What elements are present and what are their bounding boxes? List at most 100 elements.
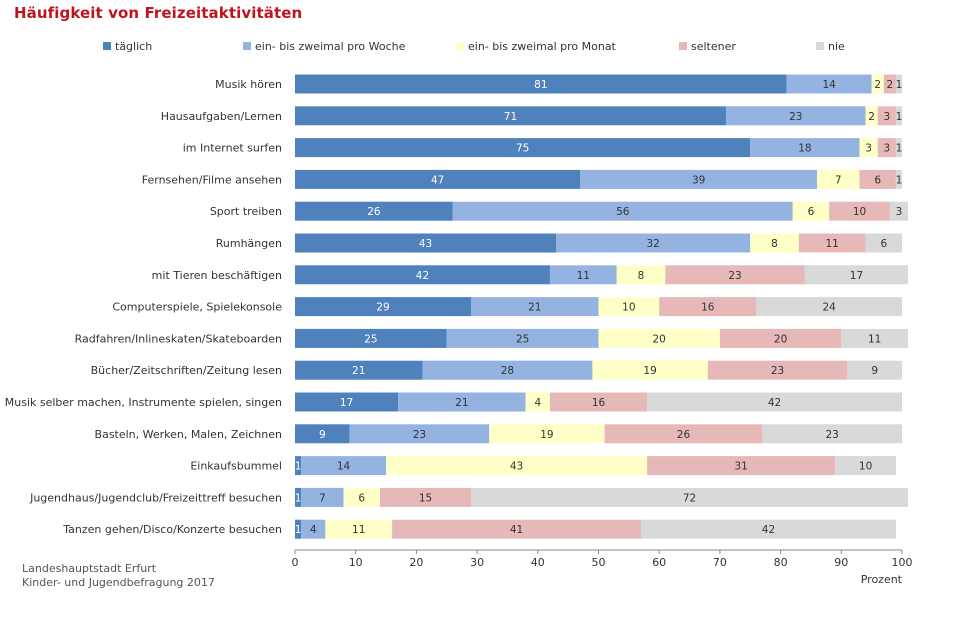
- data-label: 72: [683, 492, 696, 504]
- bar-segment-nie: [895, 74, 902, 94]
- category-label: Tanzen gehen/Disco/Konzerte besuchen: [62, 523, 282, 536]
- x-tick-label: 70: [713, 556, 727, 569]
- bar-segment-nie: [865, 233, 902, 253]
- x-tick-label: 100: [892, 556, 913, 569]
- bar-segment-ein-bis-zweimal-pro-woche: [422, 360, 593, 380]
- bar-segment-nie: [847, 360, 902, 380]
- bar-segment-ein-bis-zweimal-pro-monat: [817, 169, 860, 189]
- bar-segment-seltener: [392, 519, 641, 539]
- data-label: 19: [540, 429, 553, 441]
- data-label: 4: [534, 397, 541, 409]
- data-label: 41: [510, 524, 523, 536]
- bar-segment-seltener: [379, 487, 472, 507]
- bar-segment-nie: [640, 519, 896, 539]
- bar-segment-täglich: [295, 456, 302, 476]
- bar-segment-täglich: [295, 392, 399, 412]
- bar-segment-ein-bis-zweimal-pro-monat: [750, 233, 799, 253]
- data-label: 2: [887, 79, 894, 91]
- bar-segment-nie: [895, 169, 902, 189]
- bar-segment-ein-bis-zweimal-pro-woche: [580, 169, 818, 189]
- data-label: 21: [455, 397, 468, 409]
- data-label: 25: [516, 333, 529, 345]
- legend-swatch-ein-bis-zweimal-pro-monat: [456, 42, 464, 50]
- bar-segment-seltener: [659, 297, 757, 317]
- category-label: Rumhängen: [216, 237, 282, 250]
- data-label: 1: [896, 143, 903, 155]
- bar-segment-seltener: [549, 392, 648, 412]
- data-label: 10: [853, 206, 866, 218]
- data-label: 56: [616, 206, 630, 218]
- data-label: 16: [701, 302, 715, 314]
- bar-segment-ein-bis-zweimal-pro-monat: [343, 487, 380, 507]
- legend-label-nie: nie: [828, 40, 845, 53]
- data-label: 23: [413, 429, 426, 441]
- data-label: 17: [340, 397, 353, 409]
- data-label: 10: [622, 302, 635, 314]
- bar-segment-nie: [895, 138, 902, 158]
- data-label: 19: [643, 365, 656, 377]
- data-label: 20: [774, 333, 787, 345]
- data-label: 23: [771, 365, 784, 377]
- bar-segment-seltener: [647, 456, 836, 476]
- bar-segment-seltener: [798, 233, 866, 253]
- data-label: 11: [352, 524, 365, 536]
- x-tick-label: 90: [834, 556, 848, 569]
- bar-segment-ein-bis-zweimal-pro-woche: [301, 487, 344, 507]
- data-label: 3: [883, 143, 890, 155]
- x-tick-label: 50: [592, 556, 606, 569]
- bar-segment-ein-bis-zweimal-pro-monat: [386, 456, 648, 476]
- data-label: 9: [319, 429, 326, 441]
- category-label: Bücher/Zeitschriften/Zeitung lesen: [91, 364, 282, 377]
- data-label: 3: [883, 111, 890, 123]
- data-label: 20: [653, 333, 666, 345]
- data-label: 4: [310, 524, 317, 536]
- bar-segment-ein-bis-zweimal-pro-woche: [301, 456, 387, 476]
- source-note: Landeshauptstadt Erfurt Kinder- und Juge…: [22, 562, 215, 590]
- data-label: 6: [874, 174, 881, 186]
- bar-segment-täglich: [295, 265, 550, 285]
- bar-segment-täglich: [295, 328, 447, 348]
- legend-swatch-täglich: [103, 42, 111, 50]
- category-label: mit Tieren beschäftigen: [152, 269, 282, 282]
- legend-label-täglich: täglich: [115, 40, 152, 53]
- data-label: 1: [295, 461, 302, 473]
- data-label: 43: [419, 238, 432, 250]
- bar-segment-ein-bis-zweimal-pro-woche: [750, 138, 860, 158]
- data-label: 7: [319, 492, 326, 504]
- bar-segment-ein-bis-zweimal-pro-monat: [792, 201, 830, 221]
- bar-segment-ein-bis-zweimal-pro-woche: [471, 297, 599, 317]
- data-label: 3: [896, 206, 903, 218]
- x-tick-label: 40: [531, 556, 545, 569]
- bar-segment-nie: [471, 487, 909, 507]
- data-label: 71: [504, 111, 517, 123]
- data-label: 47: [431, 174, 444, 186]
- data-label: 21: [528, 302, 541, 314]
- category-label: Basteln, Werken, Malen, Zeichnen: [95, 428, 282, 441]
- bar-segment-seltener: [829, 201, 890, 221]
- bar-segment-täglich: [295, 106, 726, 126]
- bar-segment-ein-bis-zweimal-pro-monat: [325, 519, 393, 539]
- x-tick-label: 60: [652, 556, 666, 569]
- data-label: 17: [850, 270, 863, 282]
- bar-segment-seltener: [719, 328, 842, 348]
- data-label: 1: [295, 524, 302, 536]
- data-label: 15: [419, 492, 432, 504]
- bar-segment-seltener: [883, 74, 896, 94]
- data-label: 24: [822, 302, 836, 314]
- bar-segment-ein-bis-zweimal-pro-woche: [452, 201, 793, 221]
- bar-segment-ein-bis-zweimal-pro-monat: [598, 297, 660, 317]
- data-label: 14: [337, 461, 351, 473]
- data-label: 11: [868, 333, 881, 345]
- bar-segment-ein-bis-zweimal-pro-woche: [301, 519, 326, 539]
- legend: täglich ein- bis zweimal pro Woche ein- bi…: [103, 40, 845, 53]
- bar-segment-täglich: [295, 138, 751, 158]
- data-label: 1: [896, 111, 903, 123]
- data-label: 23: [826, 429, 839, 441]
- bar-segment-nie: [756, 297, 902, 317]
- data-label: 9: [871, 365, 878, 377]
- data-label: 26: [367, 206, 381, 218]
- category-label: Sport treiben: [210, 205, 282, 218]
- bar-segment-nie: [647, 392, 902, 412]
- data-label: 14: [822, 79, 836, 91]
- bar-segment-seltener: [877, 138, 896, 158]
